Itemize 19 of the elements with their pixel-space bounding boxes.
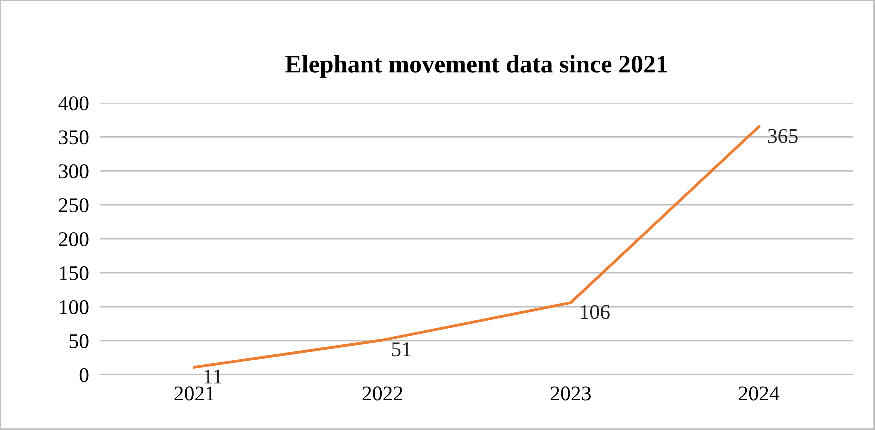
data-label: 365	[768, 129, 798, 144]
data-label: 11	[204, 370, 222, 384]
x-tick-label: 2024	[739, 386, 780, 401]
y-tick-label: 250	[59, 198, 89, 213]
x-tick-label: 2021	[174, 386, 214, 401]
y-tick-label: 50	[70, 334, 89, 348]
y-tick-label: 100	[60, 300, 89, 314]
y-tick-label: 0	[80, 368, 89, 382]
y-tick-label: 350	[59, 130, 89, 145]
y-tick-label: 400	[58, 96, 89, 111]
data-label: 51	[392, 342, 411, 357]
line-series	[193, 126, 760, 369]
data-label: 106	[581, 305, 610, 320]
x-tick-label: 2022	[362, 386, 402, 401]
x-tick-label: 2023	[551, 386, 591, 401]
y-tick-label: 300	[59, 164, 89, 179]
chart-title: Elephant movement data since 2021	[286, 55, 668, 78]
y-tick-label: 150	[60, 266, 89, 280]
y-tick-label: 200	[59, 232, 89, 247]
